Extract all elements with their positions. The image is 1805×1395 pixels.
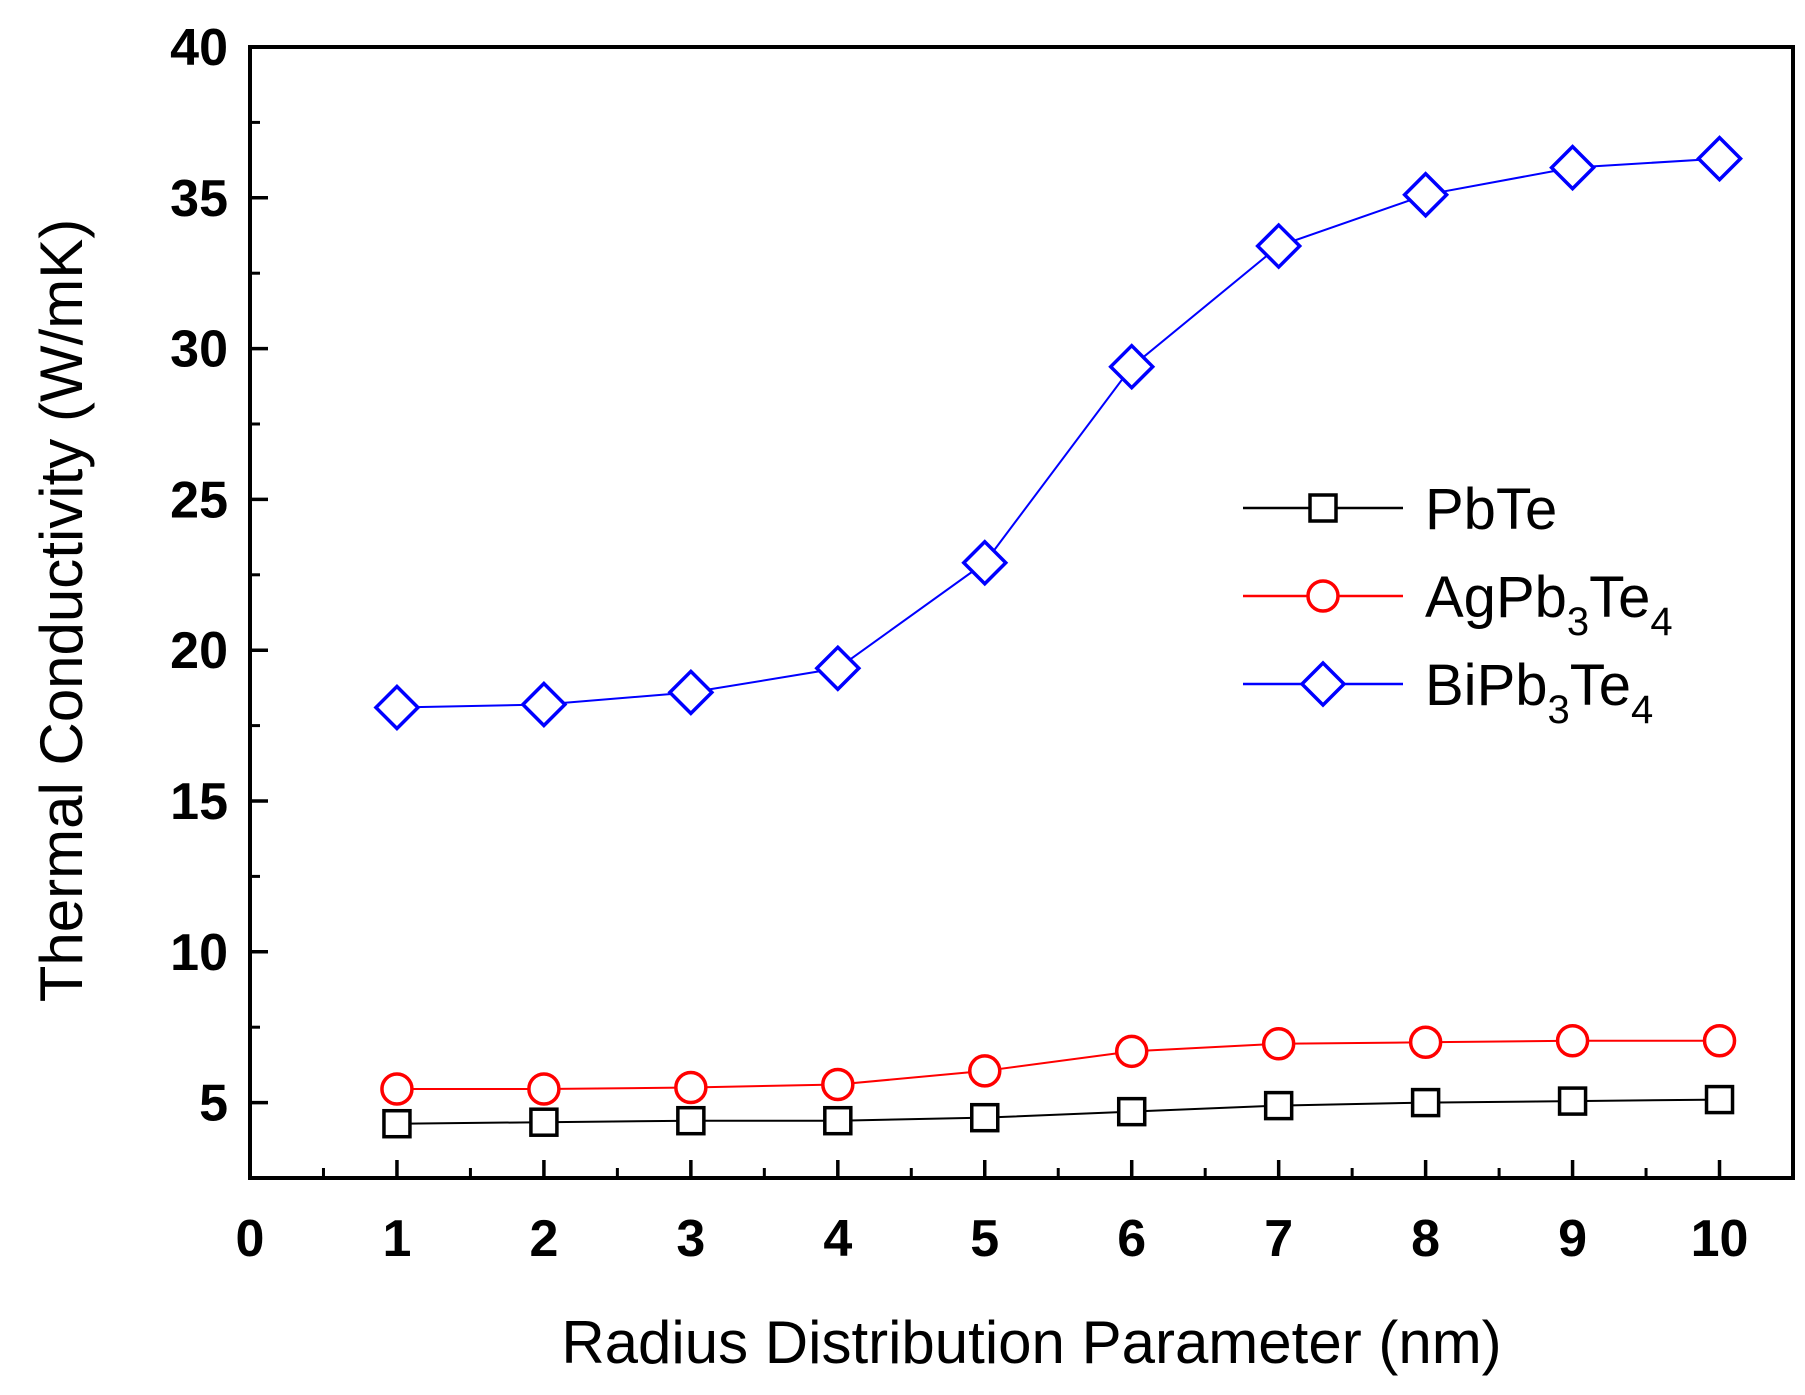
legend-subscript: 3 <box>1548 688 1570 732</box>
data-point-AgPb3Te4 <box>1408 1025 1443 1060</box>
series-line-BiPb3Te4 <box>396 157 1720 709</box>
data-point-PbTe <box>382 1108 412 1139</box>
data-point-PbTe <box>1116 1096 1147 1127</box>
y-tick-label: 40 <box>170 19 228 77</box>
legend-marker-diamond-icon <box>1299 660 1347 708</box>
y-tick-label: 20 <box>170 622 228 680</box>
data-point-PbTe <box>676 1105 706 1136</box>
data-point-BiPb3Te4 <box>1549 144 1597 192</box>
data-point-PbTe <box>823 1105 853 1136</box>
data-point-BiPb3Te4 <box>1108 343 1156 391</box>
data-point-AgPb3Te4 <box>380 1072 414 1106</box>
legend-label-part: PbTe <box>1425 477 1557 542</box>
x-tick-label: 2 <box>529 1210 558 1268</box>
x-tick-label: 6 <box>1117 1210 1146 1268</box>
data-point-BiPb3Te4 <box>1255 222 1303 270</box>
y-tick-label: 25 <box>170 471 228 529</box>
series-line-PbTe <box>396 1098 1720 1125</box>
legend-label-part: Te <box>1570 653 1631 718</box>
x-tick-label: 4 <box>823 1210 852 1268</box>
x-tick-label: 7 <box>1264 1210 1293 1268</box>
y-tick-label: 35 <box>170 170 228 228</box>
legend-item-PbTe: PbTe <box>1243 477 1557 542</box>
x-tick-label: 0 <box>236 1210 265 1268</box>
data-point-BiPb3Te4 <box>373 684 421 731</box>
data-point-PbTe <box>970 1102 1000 1133</box>
legend-marker-square-icon <box>1308 493 1338 523</box>
legend-label-part: Te <box>1589 565 1650 630</box>
legend-label: BiPb3Te4 <box>1425 653 1653 732</box>
x-tick-label: 9 <box>1558 1210 1587 1268</box>
data-point-PbTe <box>1557 1086 1588 1116</box>
x-tick-label: 5 <box>970 1210 999 1268</box>
data-point-AgPb3Te4 <box>968 1054 1002 1088</box>
series-BiPb3Te4 <box>373 135 1743 731</box>
legend-label: PbTe <box>1425 477 1557 542</box>
minor-ticks <box>250 120 1648 1178</box>
data-point-PbTe <box>1704 1084 1735 1115</box>
legend-item-BiPb3Te4: BiPb3Te4 <box>1243 653 1653 732</box>
plot-frame <box>248 45 1795 1180</box>
x-tick-label: 3 <box>676 1210 705 1268</box>
data-point-BiPb3Te4 <box>961 539 1009 587</box>
legend-label-part: BiPb <box>1425 653 1548 718</box>
legend-item-AgPb3Te4: AgPb3Te4 <box>1243 565 1673 644</box>
legend-marker-circle-icon <box>1306 579 1340 613</box>
data-point-PbTe <box>1263 1090 1294 1121</box>
data-point-BiPb3Te4 <box>1696 135 1743 183</box>
data-point-BiPb3Te4 <box>814 644 862 692</box>
data-point-AgPb3Te4 <box>527 1072 561 1106</box>
data-point-AgPb3Te4 <box>1702 1024 1737 1058</box>
data-point-AgPb3Te4 <box>821 1067 855 1102</box>
legend-subscript: 3 <box>1567 600 1589 644</box>
y-tick-label: 10 <box>170 924 228 982</box>
data-point-AgPb3Te4 <box>674 1070 708 1105</box>
data-point-AgPb3Te4 <box>1114 1034 1149 1069</box>
legend-label-part: AgPb <box>1425 565 1567 630</box>
data-point-BiPb3Te4 <box>667 668 715 716</box>
y-tick-label: 15 <box>170 773 228 831</box>
x-tick-label: 10 <box>1691 1210 1749 1268</box>
x-axis-title: Radius Distribution Parameter (nm) <box>561 1309 1501 1376</box>
data-point-BiPb3Te4 <box>520 681 568 728</box>
data-point-AgPb3Te4 <box>1261 1027 1296 1061</box>
y-tick-label: 30 <box>170 321 228 379</box>
data-point-BiPb3Te4 <box>1402 171 1450 219</box>
series-PbTe <box>382 1084 1735 1139</box>
data-point-PbTe <box>1410 1087 1441 1118</box>
data-point-AgPb3Te4 <box>1555 1024 1590 1058</box>
x-tick-label: 8 <box>1411 1210 1440 1268</box>
legend-subscript: 4 <box>1631 688 1653 732</box>
series-AgPb3Te4 <box>380 1024 1737 1106</box>
series-line-AgPb3Te4 <box>396 1039 1720 1091</box>
x-tick-label: 1 <box>382 1210 411 1268</box>
data-point-PbTe <box>529 1107 559 1137</box>
legend-label: AgPb3Te4 <box>1425 565 1673 644</box>
y-axis-title: Thermal Conductivity (W/mK) <box>28 219 95 1002</box>
series-layer <box>373 135 1743 1139</box>
y-tick-label: 5 <box>199 1075 228 1133</box>
legend-subscript: 4 <box>1650 600 1672 644</box>
